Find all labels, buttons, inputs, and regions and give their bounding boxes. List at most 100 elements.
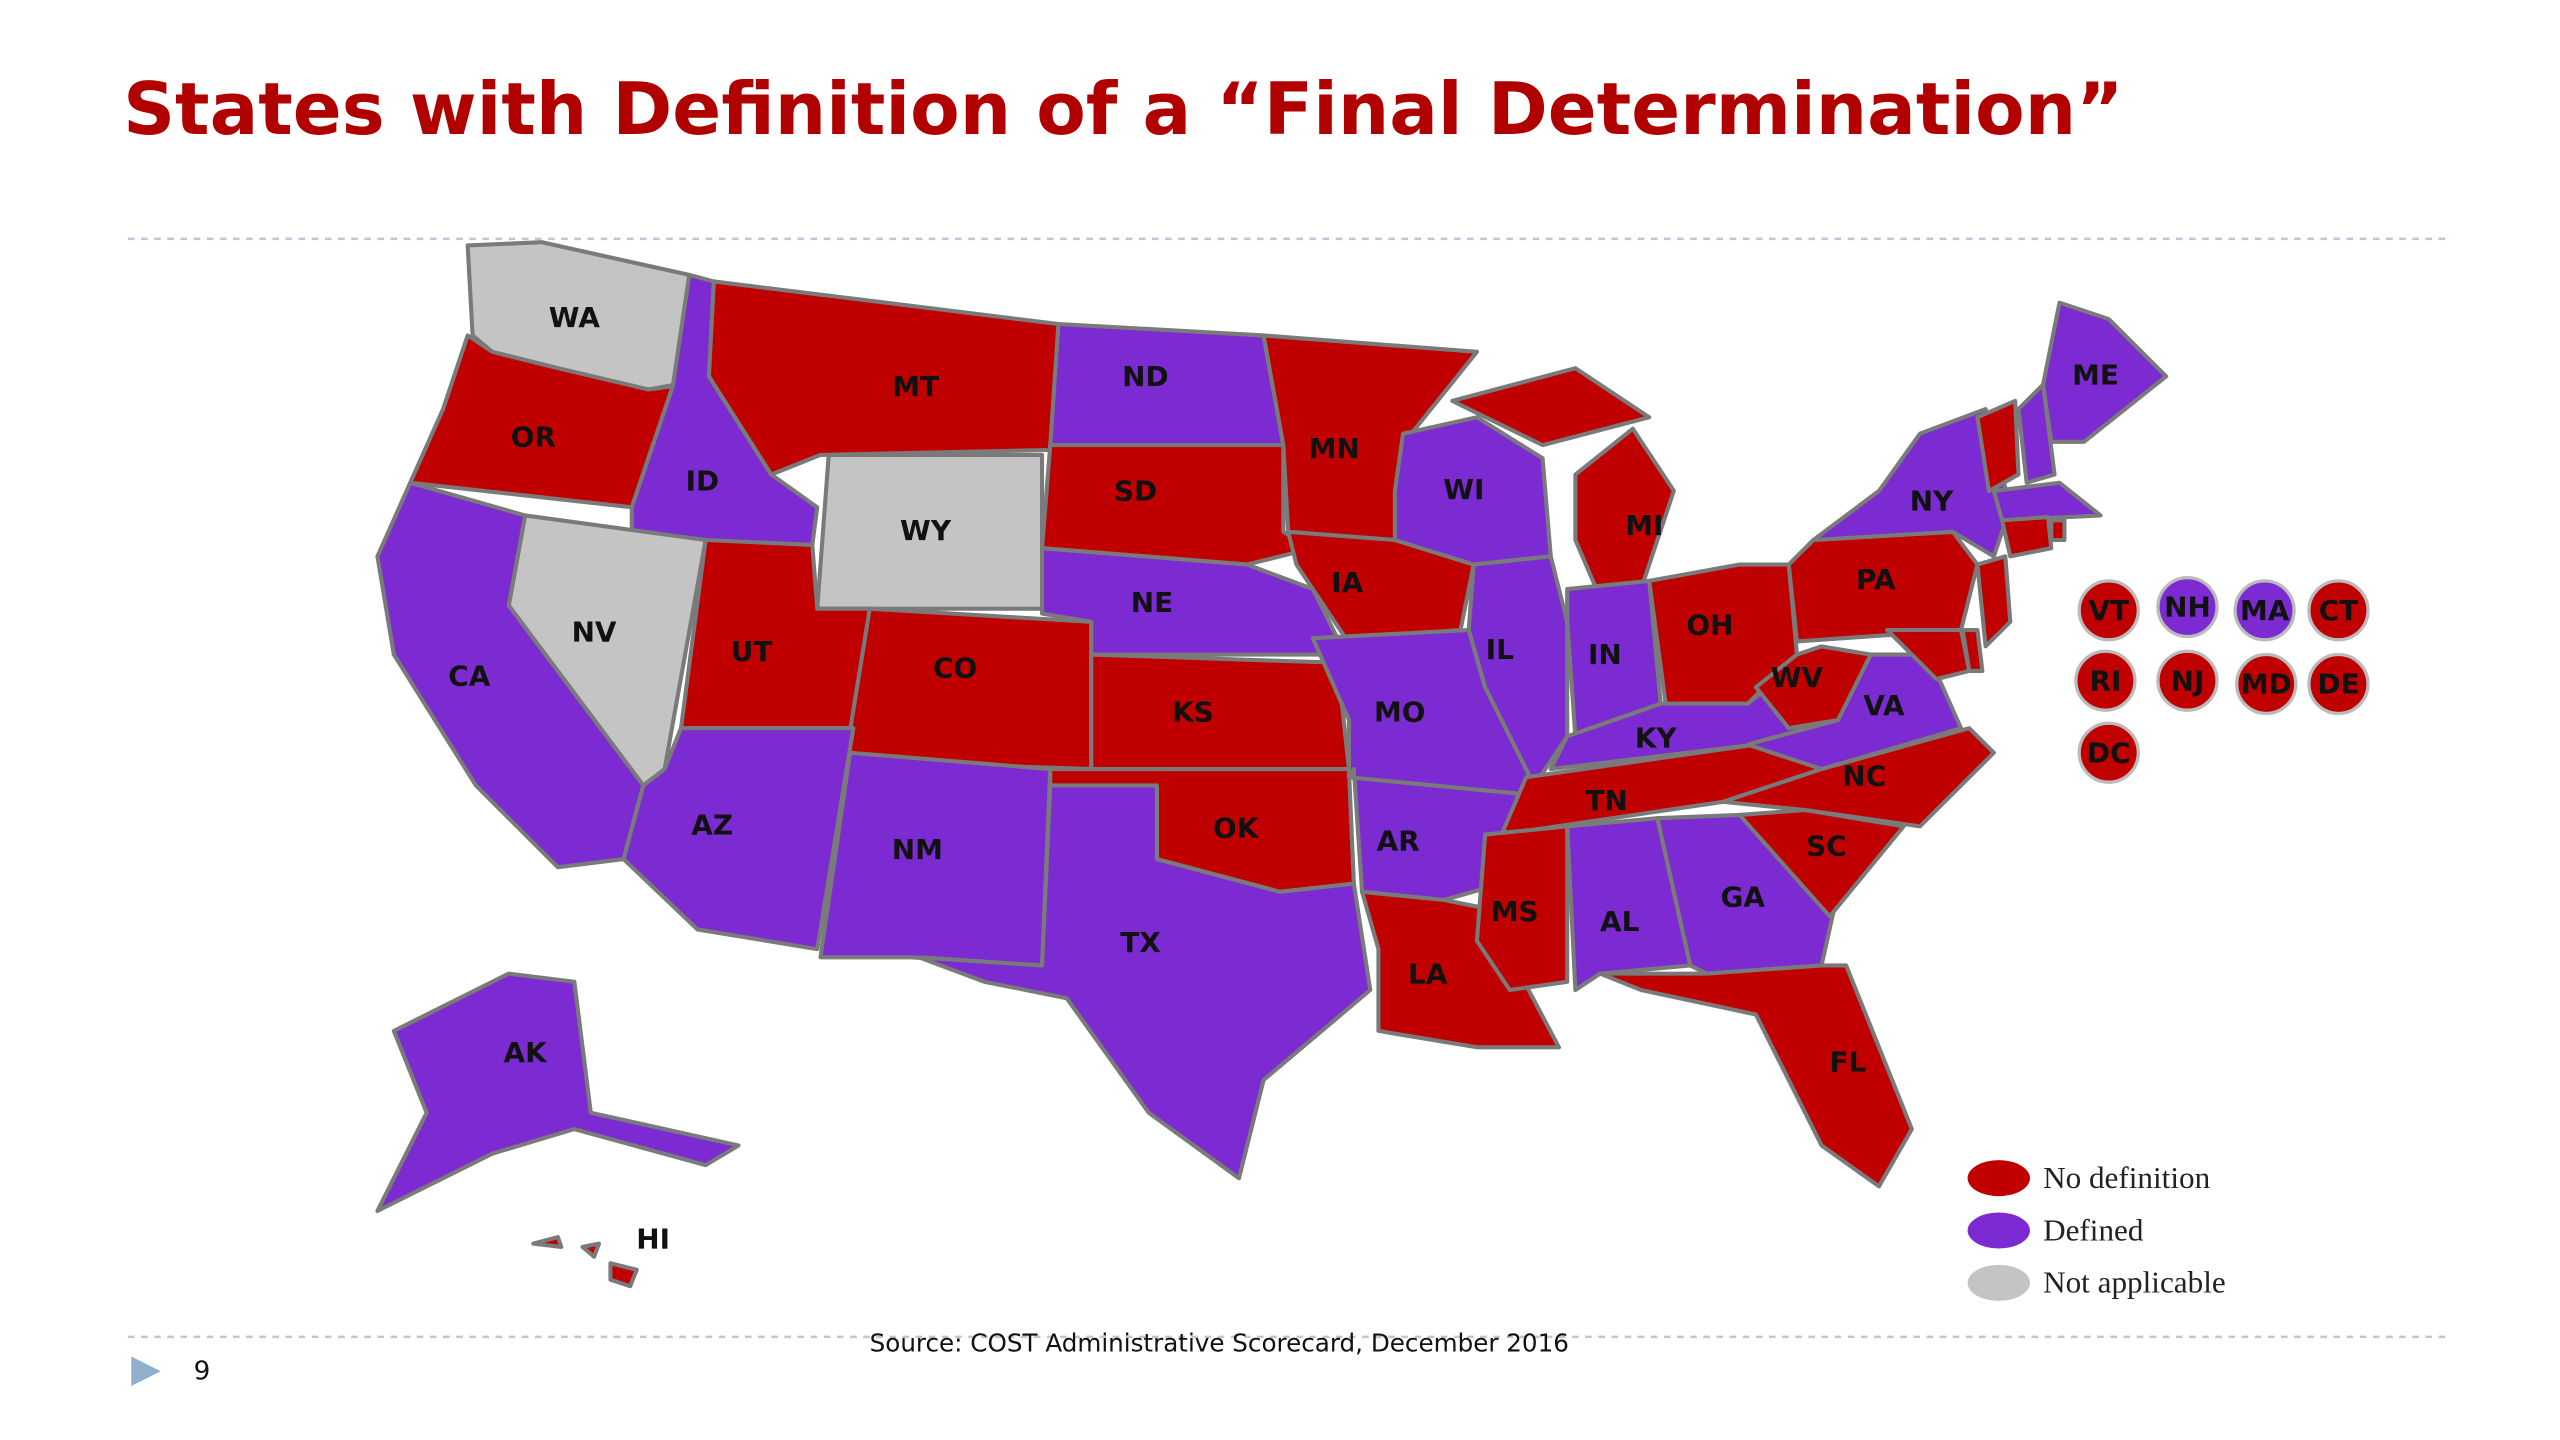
state-marker	[2307, 652, 2370, 716]
state-label: MS	[1491, 895, 1539, 928]
state-label: FL	[1829, 1046, 1866, 1079]
state-label: MA	[2240, 594, 2290, 627]
state-marker	[2233, 579, 2296, 642]
legend-swatch	[1967, 1264, 2030, 1301]
state-shape	[1360, 889, 1562, 1050]
state-label: NV	[572, 615, 617, 648]
state-label: MT	[892, 370, 939, 403]
state-shape	[580, 1241, 602, 1259]
state-label: CO	[933, 651, 977, 684]
state-label: ME	[2072, 358, 2119, 391]
state-label: PA	[1856, 563, 1896, 596]
state-label: NH	[2164, 591, 2211, 624]
state-shape	[608, 1261, 639, 1289]
state-label: DC	[2087, 736, 2131, 769]
state-label: NM	[892, 833, 943, 866]
state-label: KY	[1635, 722, 1678, 755]
state-label: MN	[1309, 432, 1360, 465]
state-shape	[1975, 398, 2021, 493]
legend-label: Not applicable	[2043, 1265, 2226, 1300]
state-label: KS	[1172, 695, 1214, 728]
state-label: UT	[731, 635, 773, 668]
state-shape	[1737, 807, 1906, 919]
state-label: TX	[1120, 926, 1161, 959]
state-shape	[2049, 518, 2067, 543]
state-label: RI	[2090, 664, 2122, 697]
state-marker	[2077, 721, 2140, 784]
state-label: OR	[511, 421, 556, 454]
state-label: AL	[1600, 905, 1639, 938]
legend-label: Defined	[2043, 1212, 2144, 1247]
state-label: AR	[1377, 825, 1420, 858]
state-label: VA	[1863, 689, 1905, 722]
state-marker	[2235, 652, 2298, 716]
state-shape	[375, 971, 741, 1213]
state-marker	[2156, 649, 2219, 712]
state-label: IA	[1331, 566, 1363, 599]
state-shape	[1450, 366, 1652, 448]
map: WA OR ID MT ND SD WY NV CA UT CO AZ NM NE KS OK TX MN IA MO…	[375, 240, 2370, 1289]
state-label: WI	[1443, 473, 1484, 506]
state-marker	[2307, 579, 2370, 642]
state-shape	[1753, 644, 1873, 731]
state-shape	[1466, 554, 1570, 788]
state-label: IN	[1588, 638, 1622, 671]
state-label: MO	[1374, 695, 1425, 728]
state-label: ND	[1122, 360, 1168, 393]
state-shape	[2016, 382, 2057, 485]
state-label: OH	[1686, 609, 1733, 642]
legend: No definition Defined Not applicable	[1967, 1160, 2226, 1301]
legend-swatch	[1967, 1212, 2030, 1249]
state-label: AZ	[691, 808, 733, 841]
state-shape	[1975, 554, 2013, 649]
state-label: CA	[448, 659, 490, 692]
state-label: NE	[1131, 586, 1173, 619]
state-shape	[1885, 627, 1972, 682]
state-label: ID	[686, 465, 720, 498]
state-label: IL	[1486, 633, 1514, 666]
state-label: OK	[1213, 812, 1260, 845]
state-label: MI	[1625, 509, 1663, 542]
legend-swatch	[1967, 1160, 2030, 1197]
state-shape	[916, 783, 1373, 1181]
state-marker	[2156, 576, 2219, 639]
state-shape	[706, 279, 1061, 477]
state-label: VT	[2088, 594, 2129, 627]
state-label: WY	[900, 514, 952, 547]
state-label: NC	[1842, 759, 1886, 792]
state-label: SD	[1114, 475, 1157, 508]
state-shape	[1474, 824, 1570, 993]
state-shape	[2000, 515, 2054, 559]
title: States with Definition of a “Final Deter…	[123, 68, 2124, 152]
state-label: TN	[1585, 784, 1627, 817]
state-marker	[2074, 649, 2137, 712]
state-shape	[1597, 963, 1914, 1189]
state-shape	[1089, 652, 1351, 772]
state-label: GA	[1721, 880, 1766, 913]
state-shape	[375, 480, 646, 870]
state-shape	[1991, 480, 2103, 523]
state-marker	[2077, 579, 2140, 642]
state-shape	[843, 606, 1094, 772]
state-label: WA	[549, 301, 601, 334]
state-shape	[1960, 627, 1985, 673]
state-shape	[1040, 546, 1348, 657]
state-shape	[531, 1235, 564, 1249]
state-label: NY	[1910, 484, 1954, 517]
legend-label: No definition	[2043, 1160, 2211, 1195]
state-label: CT	[2319, 594, 2358, 627]
state-label: MD	[2241, 668, 2292, 701]
state-label: WV	[1771, 661, 1824, 694]
state-label: NJ	[2171, 664, 2205, 697]
state-label: HI	[636, 1222, 670, 1255]
state-label: LA	[1408, 957, 1448, 990]
state-label: DE	[2317, 668, 2359, 701]
state-label: SC	[1806, 830, 1847, 863]
page-number: 9	[194, 1356, 211, 1386]
state-shape	[1565, 816, 1693, 993]
state-label: AK	[504, 1036, 549, 1069]
bullet	[131, 1356, 161, 1386]
state-shape	[1040, 443, 1315, 567]
